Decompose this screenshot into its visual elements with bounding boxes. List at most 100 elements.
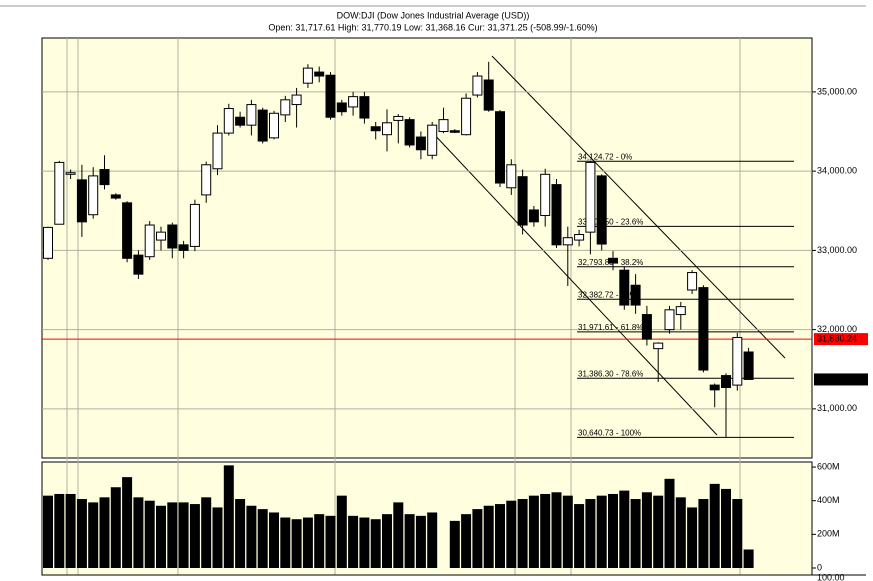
volume-bar — [721, 488, 731, 568]
candle-body — [415, 136, 426, 151]
volume-bar — [608, 493, 618, 568]
candle-body — [438, 119, 449, 133]
next-panel-label: 100.00 — [817, 572, 845, 581]
fib-label: 33,302.50 - 23.6% — [578, 218, 643, 227]
volume-bar — [314, 514, 325, 568]
volume-bar — [596, 495, 607, 568]
volume-bar — [178, 502, 189, 568]
candle-body — [156, 231, 166, 241]
trend-channel — [429, 55, 786, 436]
candle-body — [596, 175, 607, 245]
volume-bar — [269, 512, 279, 568]
chart-title: DOW:DJI (Dow Jones Industrial Average (U… — [337, 10, 530, 20]
candle-body — [675, 306, 686, 316]
volume-bar — [427, 512, 438, 568]
volume-bar — [167, 502, 178, 568]
fib-label: 32,382.72 - 50% — [578, 290, 637, 299]
volume-bar — [223, 465, 234, 568]
candle-body — [664, 309, 675, 331]
candle-body — [144, 224, 155, 258]
volume-bar — [472, 509, 483, 568]
candle-body — [43, 226, 53, 259]
candle-body — [302, 67, 313, 84]
candle-body — [517, 176, 528, 226]
y-tick-label: 33,000.00 — [817, 245, 857, 255]
candle-body — [461, 97, 472, 136]
candle-body — [698, 287, 709, 371]
candle-body — [336, 102, 347, 113]
volume-bar — [687, 507, 698, 568]
candle-body — [370, 126, 381, 132]
volume-bar — [257, 509, 268, 568]
volume-bar — [348, 515, 359, 568]
candle-body — [619, 269, 630, 306]
candle-body — [551, 184, 562, 246]
date-grid — [66, 38, 741, 575]
candle-body — [709, 384, 720, 391]
fib-label: 30,640.73 - 100% — [578, 428, 641, 437]
volume-bar — [449, 520, 460, 568]
volume-bar — [212, 507, 223, 568]
volume-bar — [144, 500, 155, 568]
candle-body — [257, 109, 268, 142]
volume-bar — [43, 495, 53, 568]
volume-bar — [743, 549, 754, 568]
volume-bar — [382, 514, 392, 568]
volume-bar — [189, 504, 200, 568]
volume-bar — [495, 504, 505, 568]
candle-body — [528, 209, 539, 223]
volume-bar — [291, 519, 302, 568]
chart-subtitle: Open: 31,717.61 High: 31,770.19 Low: 31,… — [268, 22, 597, 32]
price-line-box — [814, 333, 868, 346]
volume-bar — [54, 493, 65, 568]
volume-bar — [201, 497, 212, 568]
y-tick-label: 35,000.00 — [817, 86, 857, 96]
volume-bar — [156, 505, 166, 568]
fib-label: 31,386.30 - 78.6% — [578, 369, 643, 378]
candle-body — [641, 314, 652, 340]
volume-bar — [709, 483, 720, 568]
candle-body — [404, 119, 415, 146]
candle-body — [630, 284, 641, 306]
volume-bar — [110, 487, 121, 568]
candle-body — [325, 74, 336, 118]
volume-bar — [664, 478, 675, 568]
candle-body — [348, 96, 359, 108]
candle-body — [201, 164, 212, 196]
volume-bar — [461, 514, 472, 568]
candle-body — [88, 175, 99, 216]
y-tick-label: 32,000.00 — [817, 324, 857, 334]
y-tick-label: 200M — [817, 529, 840, 539]
volume-bar — [483, 505, 494, 568]
candle-body — [122, 202, 133, 259]
candle-body — [291, 94, 302, 106]
candle-body — [54, 161, 65, 225]
candle-body — [269, 112, 279, 139]
volume-bar — [619, 490, 630, 568]
volume-bar — [574, 504, 585, 568]
volume-bar — [246, 505, 257, 568]
volume-bar — [517, 499, 528, 568]
candle-body — [280, 99, 291, 116]
candle-body — [133, 254, 144, 275]
candle-body — [65, 172, 76, 175]
volume-bar — [133, 497, 144, 568]
candle-body — [212, 132, 223, 170]
volume-bar — [280, 517, 291, 568]
candle-body — [167, 224, 178, 249]
candle-body — [732, 337, 743, 386]
volume-bar — [698, 499, 709, 568]
last-price-box — [814, 373, 868, 386]
volume-bar — [641, 492, 652, 568]
candle-body — [382, 122, 392, 136]
candle-body — [99, 169, 110, 186]
candle-body — [393, 115, 404, 121]
candle-body — [76, 179, 87, 223]
candle-body — [743, 351, 754, 380]
fib-label: 31,971.61 - 61.8% — [578, 323, 643, 332]
volume-bar — [76, 499, 87, 568]
volume-bar — [325, 515, 336, 568]
candle-body — [427, 124, 438, 156]
candle-body — [472, 75, 483, 96]
